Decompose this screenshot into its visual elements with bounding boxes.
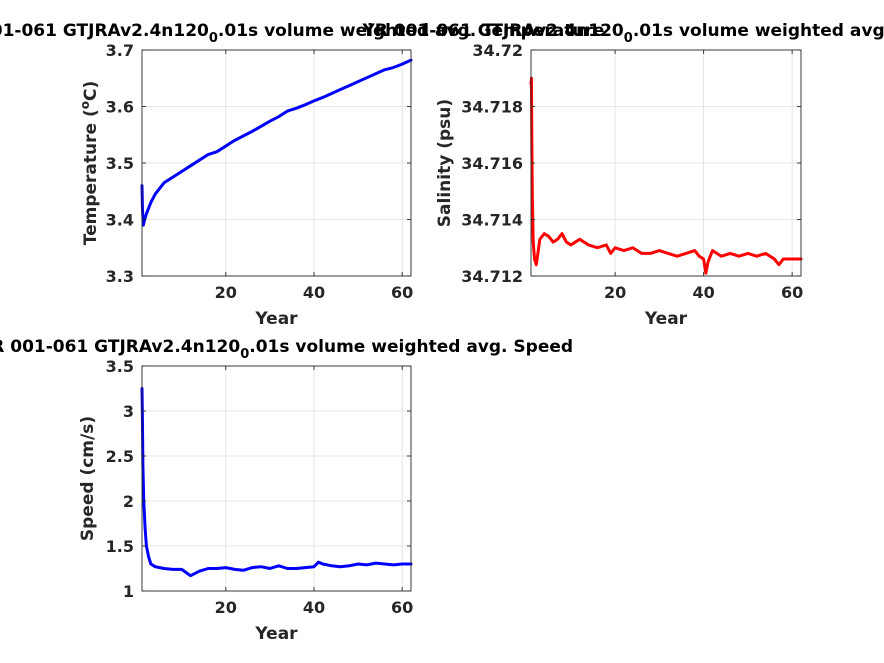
chart-title-tail: .01s volume weighted avg. Salinity <box>633 21 884 41</box>
y-axis-label: Temperature (oC) <box>78 81 101 245</box>
y-tick-label: 2.5 <box>106 447 134 466</box>
x-tick-label: 60 <box>781 283 803 302</box>
y-tick-label: 34.718 <box>461 98 523 117</box>
y-axis-label-text: Temperature ( <box>81 109 101 245</box>
x-tick-label: 60 <box>391 283 413 302</box>
x-tick-label: 40 <box>303 283 325 302</box>
chart-title-main: YR 001-061 GTJRAv2.4n120 <box>0 337 240 357</box>
x-tick-label: 20 <box>215 283 237 302</box>
series-line <box>140 387 413 578</box>
y-tick-label: 3.5 <box>106 357 134 376</box>
y-tick-label: 2 <box>123 492 134 511</box>
y-tick-label: 3 <box>123 402 134 421</box>
axes-box <box>141 365 412 592</box>
chart-title-subscript: 0 <box>624 31 633 46</box>
y-tick-label: 34.716 <box>461 154 523 173</box>
y-axis-label: Speed (cm/s) <box>78 416 98 541</box>
chart-title: YR 001-061 GTJRAv2.4n1200.01s volume wei… <box>361 21 884 46</box>
chart-title-tail: .01s volume weighted avg. Temperature <box>218 21 604 41</box>
plot-area <box>142 366 411 591</box>
series-line <box>140 58 413 227</box>
y-tick-label: 3.6 <box>106 98 134 117</box>
x-tick-label: 20 <box>604 283 626 302</box>
y-axis-label-superscript: o <box>78 101 92 109</box>
y-tick-label: 1.5 <box>106 537 134 556</box>
chart-title-subscript: 0 <box>209 31 218 46</box>
chart-title: YR 001-061 GTJRAv2.4n1200.01s volume wei… <box>0 21 604 46</box>
chart-title-subscript: 0 <box>240 347 249 362</box>
x-tick-label: 40 <box>303 598 325 617</box>
y-tick-label: 34.72 <box>472 41 523 60</box>
y-tick-label: 34.714 <box>461 211 523 230</box>
plot-panel-3: 20 40 60 1 1.5 2 2.5 3 3.5 Year Speed (cm/s) YR 001… <box>0 337 573 644</box>
chart-title-tail: .01s volume weighted avg. Speed <box>249 337 573 357</box>
y-tick-label: 34.712 <box>461 267 523 286</box>
y-tick-label: 1 <box>123 582 134 601</box>
x-axis-label: Year <box>644 309 688 329</box>
chart-title-main: YR 001-061 GTJRAv2.4n120 <box>361 21 623 41</box>
y-tick-label: 3.5 <box>106 154 134 173</box>
y-tick-label: 3.7 <box>106 41 134 60</box>
plot-panel-1: 20 40 60 3.3 3.4 3.5 3.6 3.7 Year Temperature (oC… <box>0 21 604 329</box>
x-tick-label: 40 <box>692 283 714 302</box>
chart-title: YR 001-061 GTJRAv2.4n1200.01s volume wei… <box>0 337 573 362</box>
y-tick-label: 3.4 <box>106 211 134 230</box>
x-axis-label: Year <box>254 624 298 644</box>
y-tick-label: 3.3 <box>106 267 134 286</box>
x-tick-label: 60 <box>391 598 413 617</box>
chart-title-main: YR 001-061 GTJRAv2.4n120 <box>0 21 209 41</box>
plot-panel-2: 20 40 60 34.712 34.714 34.716 34.718 34.72 Year S… <box>361 21 884 329</box>
x-tick-label: 20 <box>215 598 237 617</box>
y-axis-label-unit: C) <box>81 81 101 101</box>
y-axis-label: Salinity (psu) <box>435 99 455 227</box>
x-axis-label: Year <box>254 309 298 329</box>
series-line <box>529 76 803 275</box>
